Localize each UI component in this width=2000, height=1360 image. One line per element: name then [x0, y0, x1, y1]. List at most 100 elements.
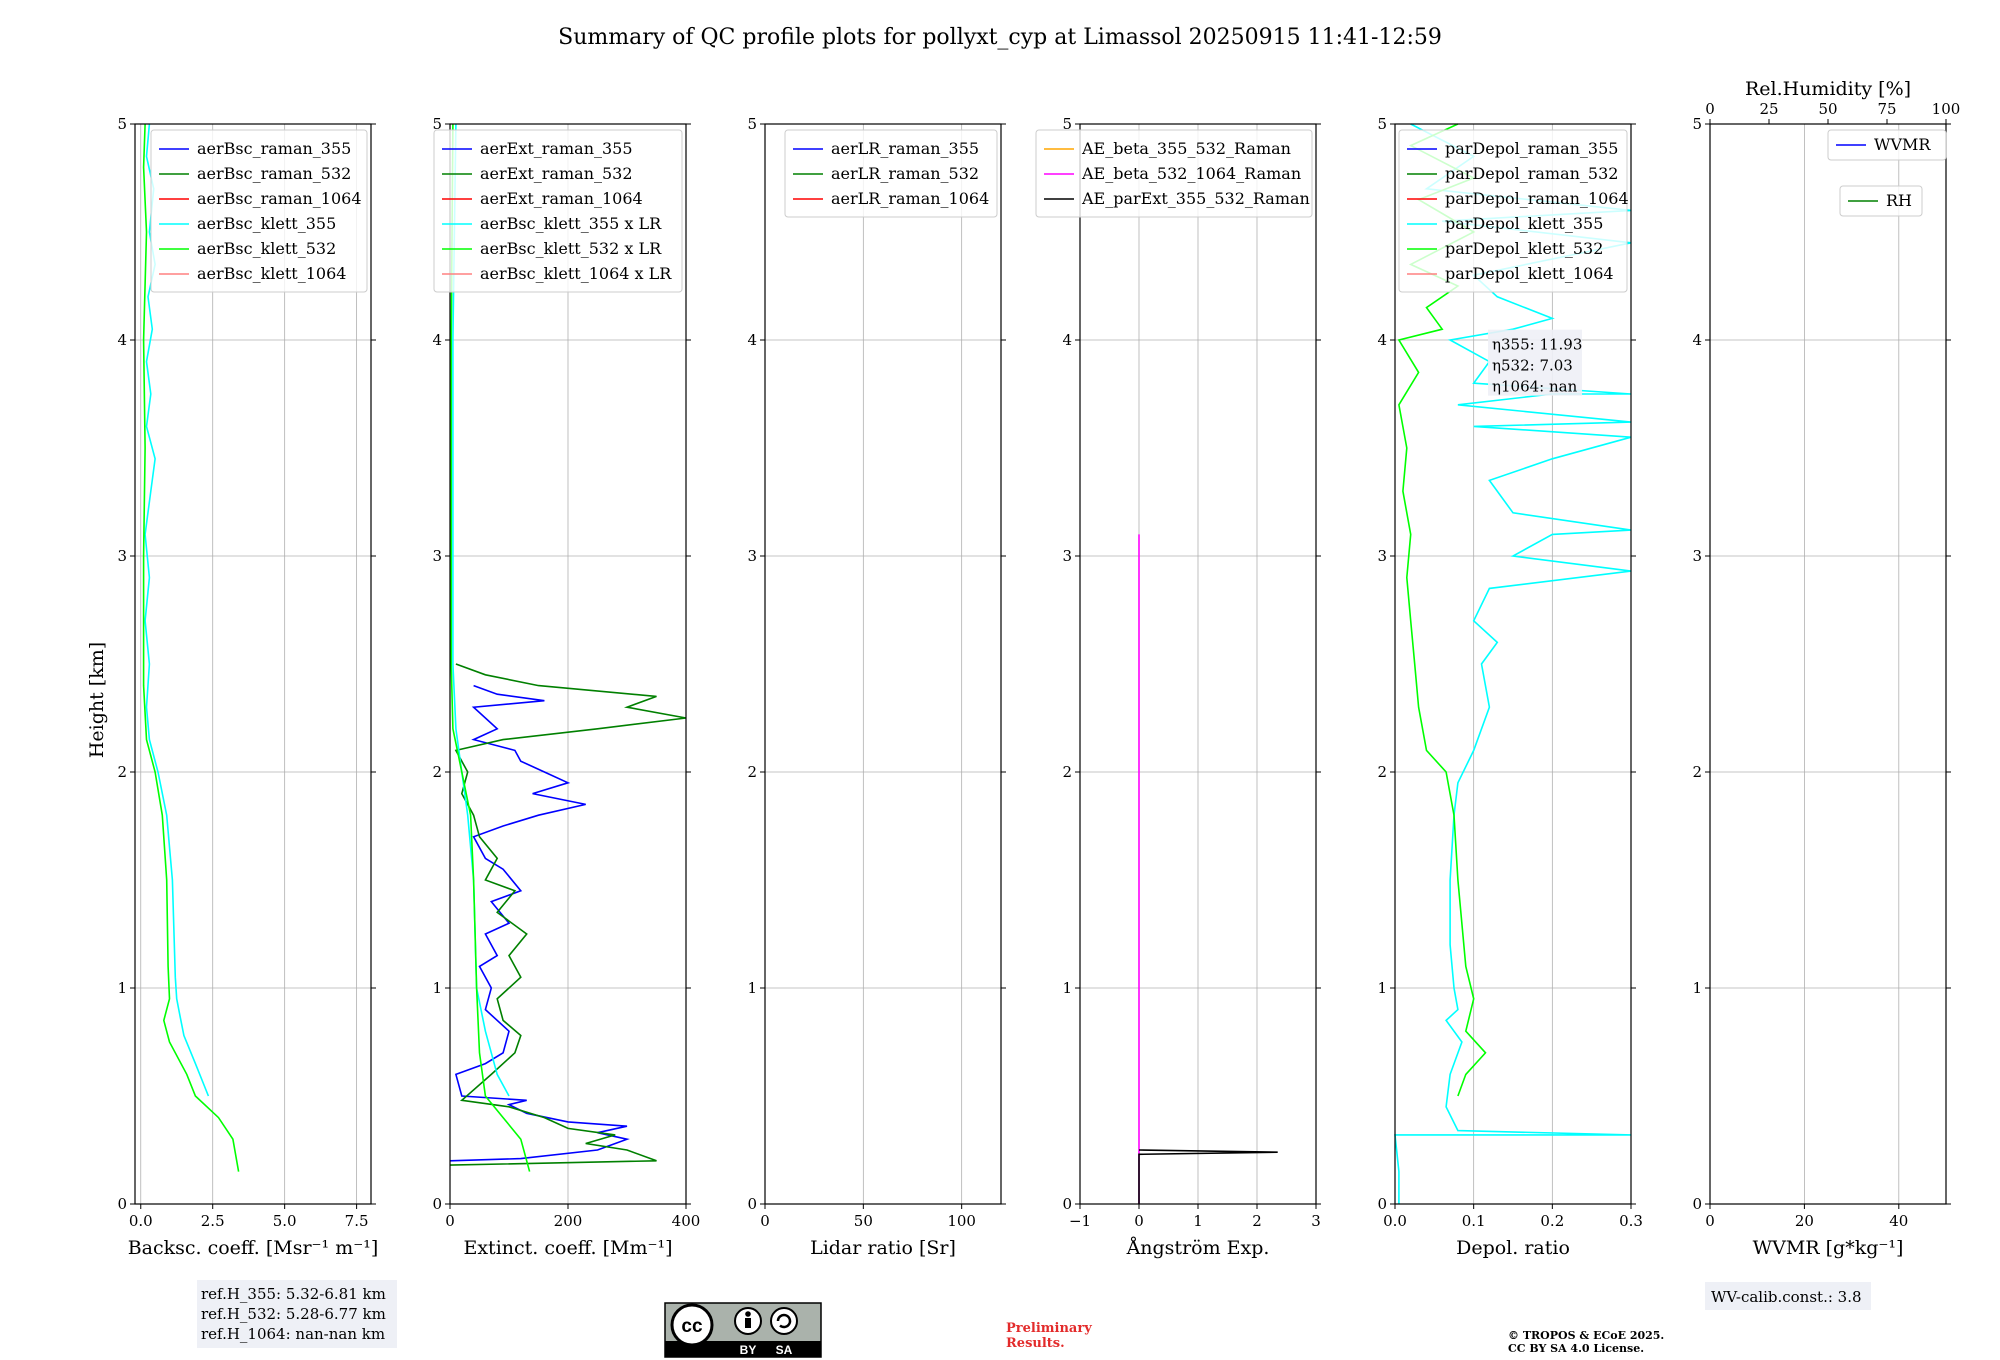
x-tick-label: 400: [672, 1212, 701, 1230]
legend: WVMR RH: [1827, 129, 1947, 217]
x-tick-label: 7.5: [345, 1212, 369, 1230]
annotation-line: η532: 7.03: [1492, 357, 1573, 375]
x-axis-label: Backsc. coeff. [Msr⁻¹ m⁻¹]: [128, 1237, 379, 1259]
legend-box: [1827, 129, 1947, 161]
svg-text:cc: cc: [681, 1316, 703, 1337]
y-tick-label: 4: [117, 331, 127, 349]
series-line-4: [452, 123, 510, 1097]
legend-label: parDepol_klett_1064: [1445, 264, 1614, 283]
y-tick-label: 1: [1692, 979, 1702, 997]
x-tick-label: 0: [1134, 1212, 1144, 1230]
legend-label: aerBsc_klett_532: [197, 239, 336, 258]
x-tick-label: 0.1: [1462, 1212, 1486, 1230]
y-tick-label: 2: [1062, 763, 1072, 781]
y-tick-label: 0: [1692, 1195, 1702, 1213]
y-tick-label: 2: [117, 763, 127, 781]
legend: parDepol_raman_355 parDepol_raman_532 parD…: [1398, 129, 1629, 293]
x-tick-label: 100: [947, 1212, 976, 1230]
y-axis-label: Height [km]: [86, 642, 108, 758]
legend-box: [784, 129, 998, 218]
plot-frame: [134, 123, 372, 1205]
x2-tick-label: 50: [1818, 100, 1837, 118]
x-tick-label: 0.0: [1383, 1212, 1407, 1230]
legend: AE_beta_355_532_Raman AE_beta_532_1064_Ra…: [1035, 129, 1313, 218]
y-tick-label: 5: [432, 115, 442, 133]
legend-label: aerExt_raman_532: [480, 164, 633, 183]
y-tick-label: 5: [1062, 115, 1072, 133]
x-tick-label: 0.2: [1540, 1212, 1564, 1230]
legend-label: parDepol_klett_355: [1445, 214, 1603, 233]
y-tick-label: 1: [1377, 979, 1387, 997]
series-line-1: [449, 684, 630, 1162]
badge-sa: SA: [776, 1343, 793, 1357]
x-tick-label: 0: [445, 1212, 455, 1230]
x2-tick-label: 25: [1759, 100, 1778, 118]
x-tick-label: 5.0: [273, 1212, 297, 1230]
y-tick-label: 0: [1062, 1195, 1072, 1213]
x-tick-label: 20: [1795, 1212, 1814, 1230]
y-tick-label: 1: [432, 979, 442, 997]
legend-box: [1839, 185, 1923, 217]
y-tick-label: 1: [117, 979, 127, 997]
y-tick-label: 0: [117, 1195, 127, 1213]
y-tick-label: 0: [432, 1195, 442, 1213]
legend-label: aerBsc_raman_355: [197, 139, 351, 158]
annotation-box: [1488, 329, 1582, 396]
annotation-line: η1064: nan: [1492, 378, 1578, 396]
legend-label: aerExt_raman_1064: [480, 189, 643, 208]
x-tick-label: 3: [1311, 1212, 1321, 1230]
x-axis-label: Extinct. coeff. [Mm⁻¹]: [463, 1237, 672, 1259]
x-tick-label: 200: [554, 1212, 583, 1230]
x-tick-label: 1: [1193, 1212, 1203, 1230]
legend-label: aerBsc_klett_355 x LR: [480, 214, 662, 233]
y-tick-label: 4: [1692, 331, 1702, 349]
x-tick-label: −1: [1069, 1212, 1091, 1230]
x-tick-label: 2.5: [201, 1212, 225, 1230]
y-tick-label: 0: [747, 1195, 757, 1213]
x2-tick-label: 75: [1877, 100, 1896, 118]
legend: aerBsc_raman_355 aerBsc_raman_532 aerBsc_r…: [150, 129, 368, 293]
x-tick-label: 0: [1705, 1212, 1715, 1230]
legend-label: aerExt_raman_355: [480, 139, 633, 158]
copyright-line-1: © TROPOS & ECoE 2025.: [1508, 1329, 1664, 1342]
legend-label: parDepol_raman_355: [1445, 139, 1618, 158]
x-axis-label: WVMR [g*kg⁻¹]: [1753, 1237, 1904, 1259]
y-tick-label: 5: [117, 115, 127, 133]
legend-label: parDepol_klett_532: [1445, 239, 1603, 258]
y-tick-label: 2: [432, 763, 442, 781]
figure-title: Summary of QC profile plots for pollyxt_…: [558, 25, 1442, 50]
x2-axis-label: Rel.Humidity [%]: [1745, 78, 1911, 100]
x-tick-label: 0: [760, 1212, 770, 1230]
y-tick-label: 0: [1377, 1195, 1387, 1213]
x-axis-label: Ångström Exp.: [1126, 1237, 1270, 1259]
x-tick-label: 50: [854, 1212, 873, 1230]
y-tick-label: 5: [1692, 115, 1702, 133]
series-line-5: [142, 123, 240, 1172]
legend-box: [1398, 129, 1628, 293]
y-tick-label: 2: [1692, 763, 1702, 781]
legend-box: [1035, 129, 1313, 218]
legend-label: WVMR: [1874, 135, 1931, 154]
y-tick-label: 3: [1377, 547, 1387, 565]
plot-frame: [1709, 123, 1947, 1205]
preliminary-line-1: Preliminary: [1006, 1321, 1092, 1336]
y-tick-label: 2: [747, 763, 757, 781]
annotation-line: η355: 11.93: [1492, 336, 1582, 354]
y-tick-label: 3: [432, 547, 442, 565]
series-line-5: [450, 123, 531, 1172]
ref-height-box: ref.H_355: 5.32-6.81 km ref.H_532: 5.28-…: [197, 1280, 397, 1348]
legend-label: parDepol_raman_532: [1445, 164, 1618, 183]
x2-tick-label: 100: [1932, 100, 1961, 118]
legend-box: [150, 129, 368, 293]
y-tick-label: 1: [1062, 979, 1072, 997]
y-tick-label: 5: [1377, 115, 1387, 133]
preliminary-line-2: Results.: [1006, 1336, 1065, 1351]
y-tick-label: 2: [1377, 763, 1387, 781]
x-axis-label: Lidar ratio [Sr]: [810, 1237, 956, 1259]
legend-label: aerBsc_klett_1064 x LR: [480, 264, 672, 283]
legend-label: aerLR_raman_532: [831, 164, 979, 183]
panel-1: 0 1 2 3 4 5 0.0 2.5 5.0 7.5 Backsc. coeff. [Msr⁻¹ …: [117, 115, 378, 1259]
